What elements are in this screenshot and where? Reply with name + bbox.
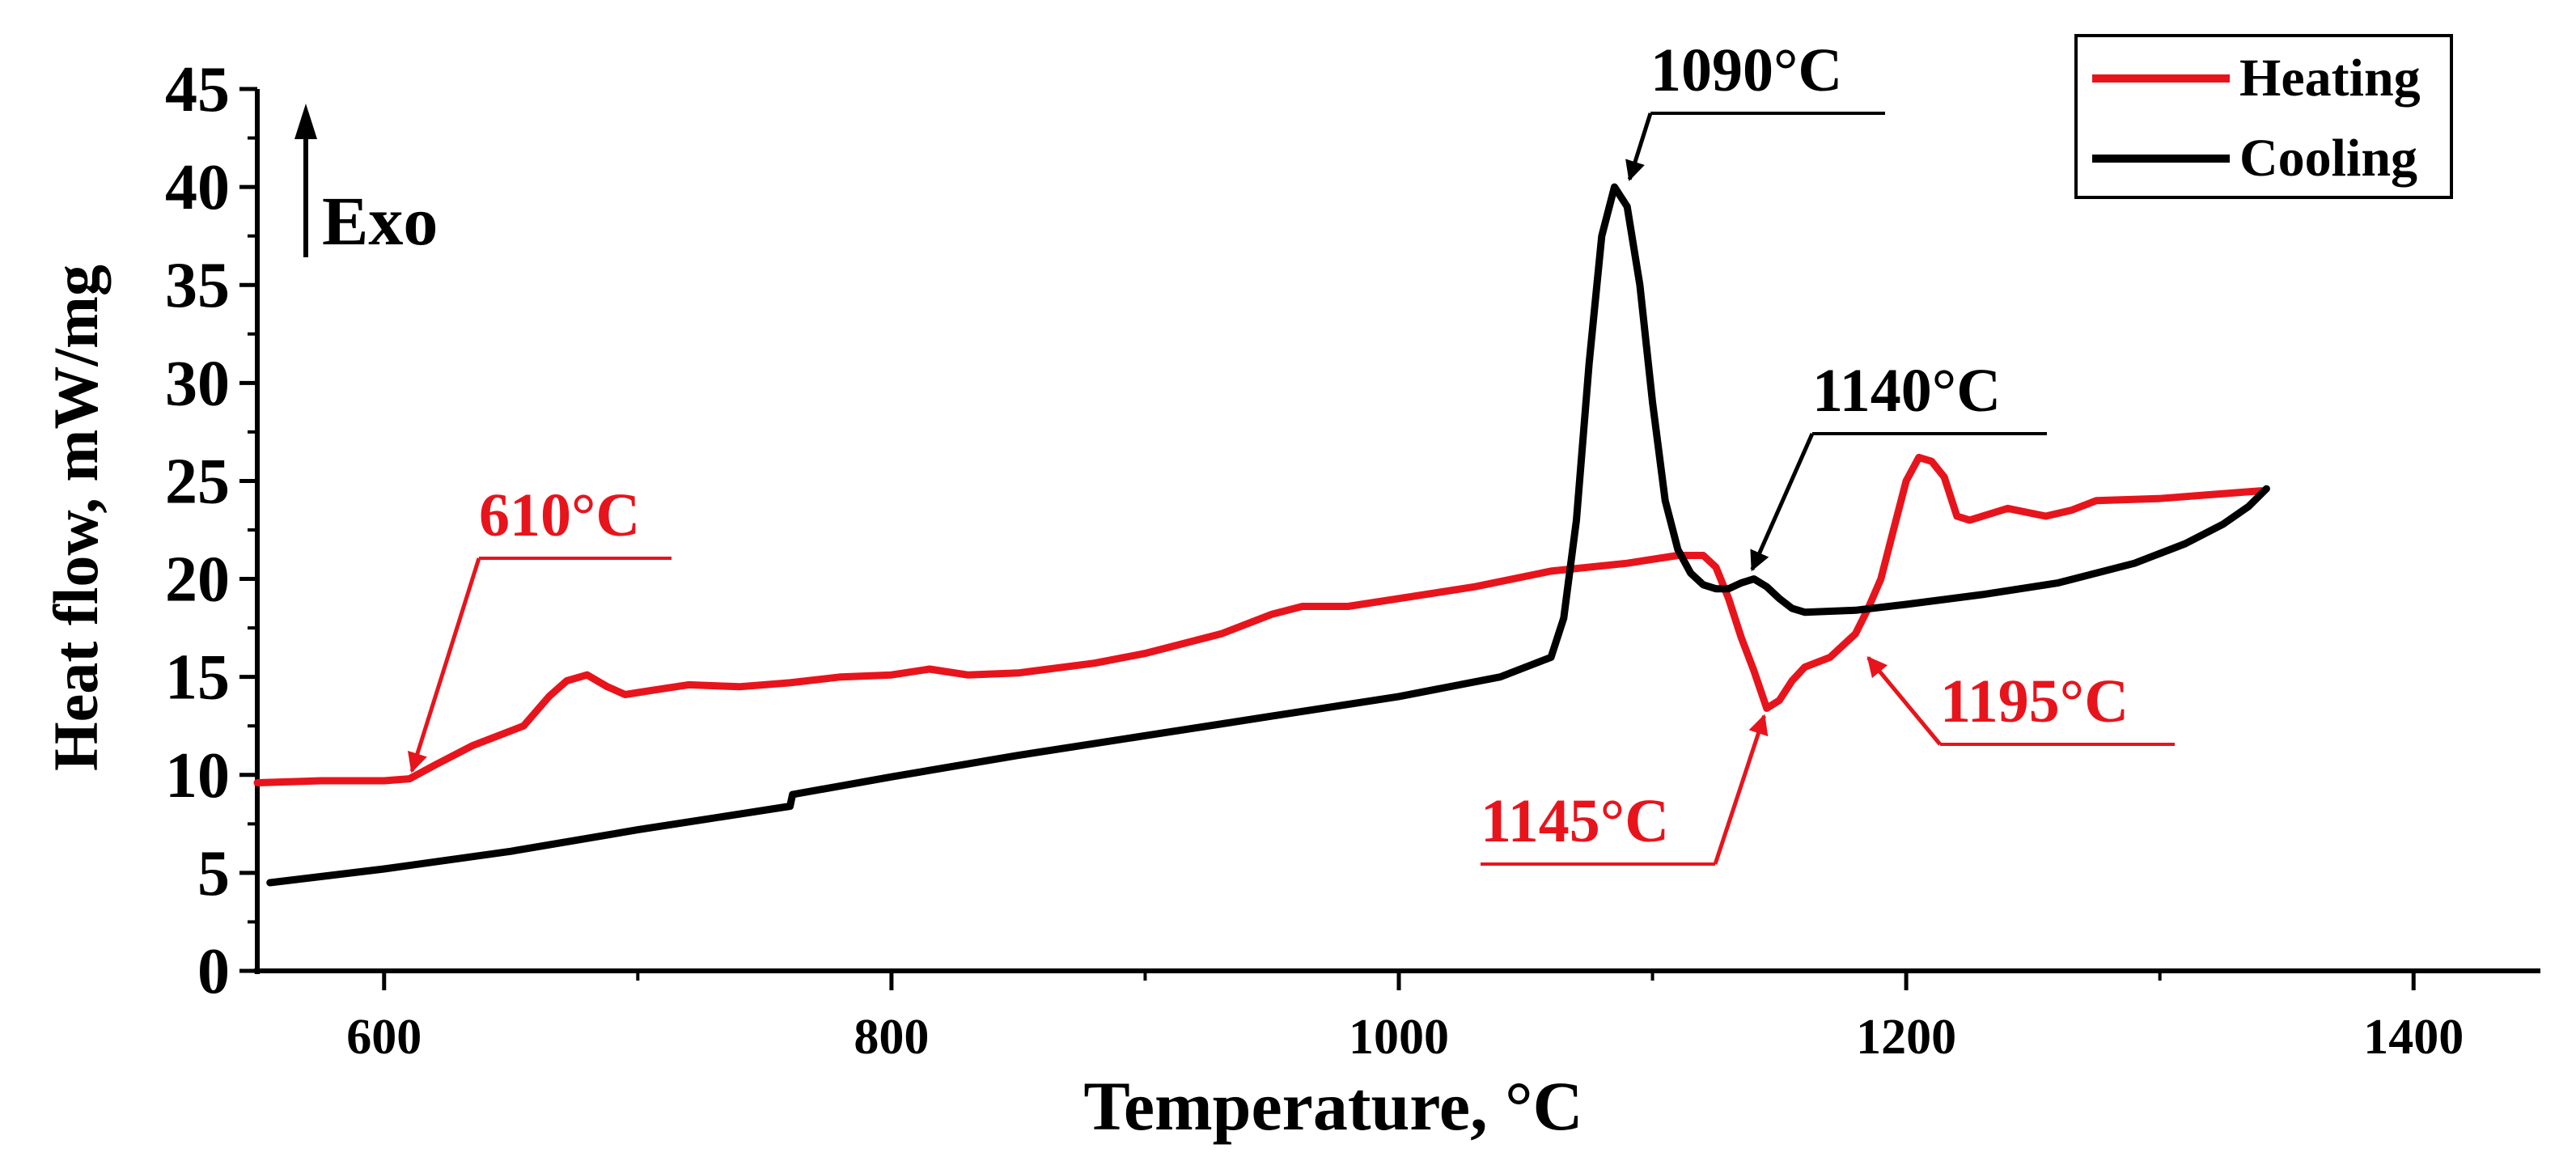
y-tick-label-30: 30	[165, 348, 230, 419]
dsc-chart: 0 5 10 15 20 25 30 35 40 45 600 800 1000 1200 1400 610…	[0, 0, 2576, 1161]
y-axis-title: Heat flow, mW/mg	[40, 265, 111, 771]
annotations-layer: 610°C 1090°C 1140°C 1145°C 1195°C	[412, 36, 2175, 864]
x-tick-label-1200: 1200	[1856, 1010, 1956, 1065]
x-tick-label-600: 600	[346, 1010, 422, 1065]
y-tick-label-0: 0	[197, 936, 230, 1007]
annotation-label-4: 1195°C	[1940, 667, 2129, 735]
y-tick-label-25: 25	[165, 446, 230, 517]
annotation-arrow-0	[412, 558, 479, 771]
y-tick-label-20: 20	[165, 544, 230, 616]
y-tick-label-15: 15	[165, 642, 230, 714]
annotation-label-3: 1145°C	[1481, 787, 1669, 855]
y-tick-label-10: 10	[165, 740, 230, 811]
exo-label: Exo	[322, 182, 438, 260]
x-tick-label-800: 800	[854, 1010, 929, 1065]
y-tick-label-40: 40	[165, 152, 230, 223]
exo-indicator: Exo	[294, 104, 438, 260]
x-tick-label-1400: 1400	[2363, 1010, 2464, 1065]
annotation-arrow-1	[1629, 113, 1650, 180]
annotation-label-1: 1090°C	[1650, 36, 1842, 104]
exo-arrowhead-icon	[294, 104, 317, 139]
legend-label-heating: Heating	[2239, 49, 2421, 108]
y-tick-label-5: 5	[197, 838, 230, 909]
annotation-label-2: 1140°C	[1812, 357, 2001, 425]
x-axis-title: Temperature, °C	[1083, 1067, 1582, 1145]
annotation-label-0: 610°C	[479, 481, 640, 549]
legend-label-cooling: Cooling	[2239, 129, 2417, 188]
annotation-arrow-3	[1715, 716, 1765, 864]
y-tick-label-35: 35	[165, 250, 230, 321]
y-tick-label-45: 45	[165, 54, 230, 125]
x-tick-label-1000: 1000	[1349, 1010, 1449, 1065]
annotation-arrow-2	[1752, 434, 1812, 570]
legend: Heating Cooling	[2076, 36, 2451, 197]
annotation-arrow-4	[1868, 658, 1940, 744]
